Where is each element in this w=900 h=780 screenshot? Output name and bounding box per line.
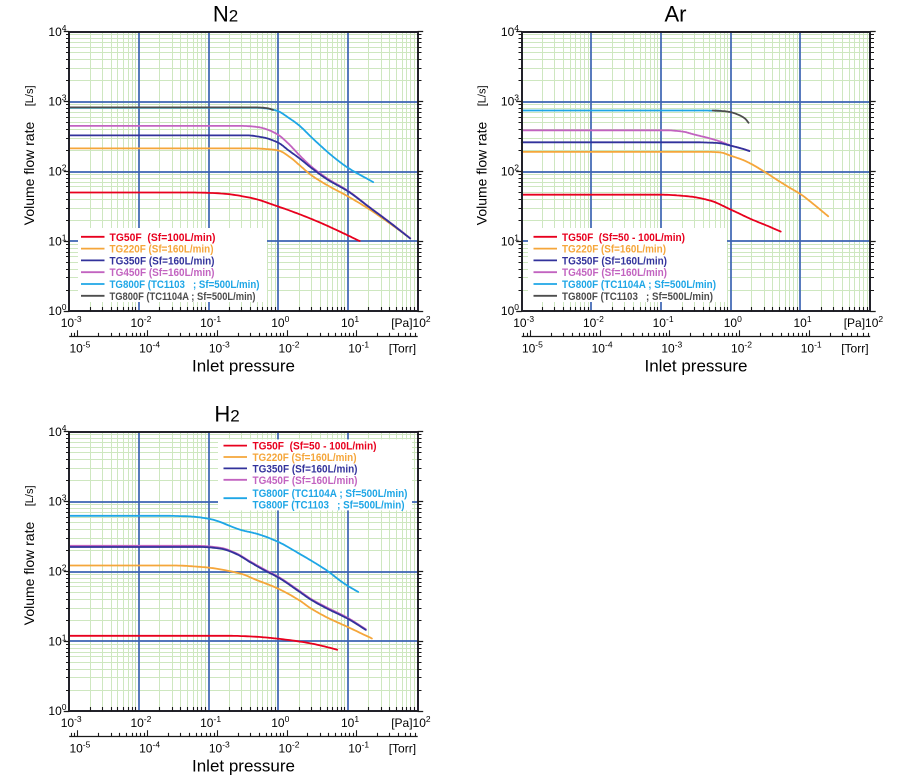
svg-text:[Torr]: [Torr] (389, 742, 416, 756)
svg-text:[L/s]: [L/s] (24, 86, 36, 107)
svg-text:TG50F (Sf=50 - 100L/min): TG50F (Sf=50 - 100L/min) (562, 232, 685, 244)
svg-text:[L/s]: [L/s] (477, 86, 489, 107)
svg-text:TG800F (TC1103 ; Sf=500L/min: TG800F (TC1103 ; Sf=500L/min) (562, 291, 713, 303)
svg-text:[Torr]: [Torr] (841, 342, 868, 356)
svg-text:TG50F (Sf=100L/min): TG50F (Sf=100L/min) (110, 232, 216, 244)
svg-text:[Pa]102: [Pa]102 (391, 714, 431, 730)
svg-text:TG800F (TC1104A ; Sf=500L/min): TG800F (TC1104A ; Sf=500L/min) (562, 279, 716, 291)
svg-text:TG220F (Sf=160L/min): TG220F (Sf=160L/min) (253, 452, 357, 464)
svg-text:TG800F (TC1104A ; Sf=500L/min): TG800F (TC1104A ; Sf=500L/min) (253, 488, 408, 500)
svg-text:Inlet pressure: Inlet pressure (192, 357, 295, 376)
svg-text:TG350F (Sf=160L/min): TG350F (Sf=160L/min) (253, 463, 358, 475)
svg-text:TG350F (Sf=160L/min): TG350F (Sf=160L/min) (562, 255, 667, 267)
svg-text:Volume flow rate: Volume flow rate (21, 122, 37, 226)
svg-text:Ar: Ar (665, 2, 687, 27)
svg-text:TG450F (Sf=160L/min): TG450F (Sf=160L/min) (562, 267, 667, 279)
svg-text:TG50F (Sf=50 - 100L/min): TG50F (Sf=50 - 100L/min) (253, 441, 377, 453)
svg-text:TG800F (TC1103 ; Sf=500L/min: TG800F (TC1103 ; Sf=500L/min) (110, 279, 260, 291)
svg-text:TG800F (TC1103 ; Sf=500L/min: TG800F (TC1103 ; Sf=500L/min) (253, 500, 405, 512)
svg-text:N2: N2 (213, 2, 238, 27)
svg-text:Volume flow rate: Volume flow rate (21, 522, 37, 626)
svg-text:Inlet pressure: Inlet pressure (645, 357, 748, 376)
svg-text:Inlet pressure: Inlet pressure (192, 757, 295, 776)
svg-text:[L/s]: [L/s] (24, 486, 36, 507)
svg-text:[Pa]102: [Pa]102 (391, 314, 431, 330)
svg-text:TG450F (Sf=160L/min): TG450F (Sf=160L/min) (110, 267, 215, 279)
svg-text:TG220F (Sf=160L/min): TG220F (Sf=160L/min) (562, 244, 666, 256)
svg-text:TG350F (Sf=160L/min): TG350F (Sf=160L/min) (110, 255, 215, 267)
svg-text:H2: H2 (214, 402, 239, 427)
svg-text:Volume flow rate: Volume flow rate (474, 122, 490, 226)
svg-text:TG220F (Sf=160L/min): TG220F (Sf=160L/min) (110, 244, 214, 256)
svg-text:[Pa]102: [Pa]102 (844, 314, 884, 330)
svg-text:[Torr]: [Torr] (389, 342, 416, 356)
svg-text:TG450F (Sf=160L/min): TG450F (Sf=160L/min) (253, 475, 358, 487)
svg-text:TG800F (TC1104A ; Sf=500L/min): TG800F (TC1104A ; Sf=500L/min) (110, 291, 256, 303)
